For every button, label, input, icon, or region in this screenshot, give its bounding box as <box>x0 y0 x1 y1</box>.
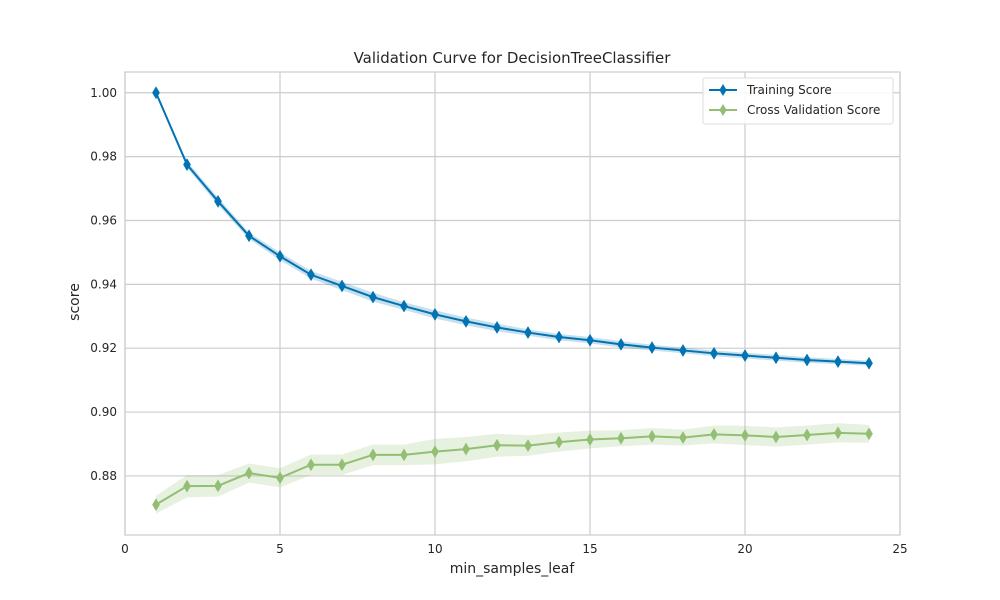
training-score-point <box>741 349 749 363</box>
training-score-point <box>431 307 439 321</box>
cross-validation-score-point <box>183 479 191 493</box>
cross-validation-score-point <box>555 435 563 449</box>
training-score-point <box>865 356 873 370</box>
score-bands <box>156 92 869 514</box>
cross-validation-score-point <box>586 433 594 447</box>
y-tick-label: 0.88 <box>90 469 117 483</box>
cross-validation-score-point <box>338 458 346 472</box>
cross-validation-score-point <box>214 479 222 493</box>
cross-validation-score-line <box>155 431 870 506</box>
cross-validation-score-legend-marker <box>719 104 727 116</box>
plot-frame <box>124 71 901 536</box>
y-tick-label: 0.94 <box>90 277 117 291</box>
cross-validation-score-point <box>741 428 749 442</box>
cross-validation-score-point <box>648 429 656 443</box>
cross-validation-score-point <box>307 458 315 472</box>
cross-validation-score-point <box>276 471 284 485</box>
training-score-point <box>245 229 253 243</box>
cross-validation-score-point <box>803 428 811 442</box>
cross-validation-score-band <box>156 423 869 514</box>
x-axis-ticks: 0 5 10 15 20 25 <box>121 542 907 556</box>
cross-validation-score-point <box>245 466 253 480</box>
y-tick-label: 0.92 <box>90 341 117 355</box>
training-score-point <box>493 320 501 334</box>
training-score-point <box>276 249 284 263</box>
cross-validation-score-point <box>834 426 842 440</box>
cross-validation-score-point <box>152 498 160 512</box>
x-tick-label: 25 <box>892 542 907 556</box>
training-score-legend-marker <box>719 84 727 96</box>
y-tick-label: 1.00 <box>90 86 117 100</box>
training-score-point <box>338 279 346 293</box>
training-score-point <box>555 330 563 344</box>
training-score-line <box>155 92 870 365</box>
training-score-legend-label: Training Score <box>746 83 832 97</box>
training-score-point <box>772 351 780 365</box>
x-axis-label: min_samples_leaf <box>450 561 576 577</box>
legend: Training Score Cross Validation Score <box>702 77 894 125</box>
training-score-point <box>617 337 625 351</box>
cross-validation-score-point <box>772 430 780 444</box>
score-markers <box>152 86 873 512</box>
training-score-point <box>214 194 222 208</box>
y-tick-label: 0.98 <box>90 150 117 164</box>
cross-validation-score-point <box>400 448 408 462</box>
training-score-point <box>400 299 408 313</box>
y-axis-label: score <box>67 283 83 321</box>
x-tick-label: 15 <box>582 542 597 556</box>
cross-validation-score-point <box>524 439 532 453</box>
training-score-point <box>679 343 687 357</box>
x-tick-label: 20 <box>737 542 752 556</box>
y-axis-ticks: 0.88 0.90 0.92 0.94 0.96 0.98 1.00 <box>90 86 117 483</box>
x-tick-label: 10 <box>427 542 442 556</box>
cross-validation-score-point <box>617 431 625 445</box>
cross-validation-score-point <box>369 448 377 462</box>
cross-validation-score-point <box>462 442 470 456</box>
cross-validation-score-point <box>493 438 501 452</box>
training-score-point <box>803 353 811 367</box>
training-score-point <box>648 341 656 355</box>
cross-validation-score-point <box>679 431 687 445</box>
cross-validation-score-point <box>865 427 873 441</box>
x-tick-label: 0 <box>121 542 129 556</box>
training-score-point <box>307 268 315 282</box>
training-score-point <box>183 158 191 172</box>
training-score-point <box>586 333 594 347</box>
cross-validation-score-legend-label: Cross Validation Score <box>747 103 880 117</box>
cross-validation-score-point <box>710 427 718 441</box>
plot-background <box>124 71 901 536</box>
chart-title: Validation Curve for DecisionTreeClassif… <box>354 49 672 67</box>
training-score-point <box>834 355 842 369</box>
training-score-point <box>710 346 718 360</box>
x-tick-label: 5 <box>276 542 284 556</box>
y-tick-label: 0.96 <box>90 213 117 227</box>
training-score-point <box>369 290 377 304</box>
score-lines <box>155 92 870 506</box>
legend-box <box>702 77 894 125</box>
y-tick-label: 0.90 <box>90 405 117 419</box>
training-score-point <box>524 326 532 340</box>
training-score-point <box>462 314 470 328</box>
cross-validation-score-point <box>431 445 439 459</box>
training-score-point <box>152 86 160 100</box>
